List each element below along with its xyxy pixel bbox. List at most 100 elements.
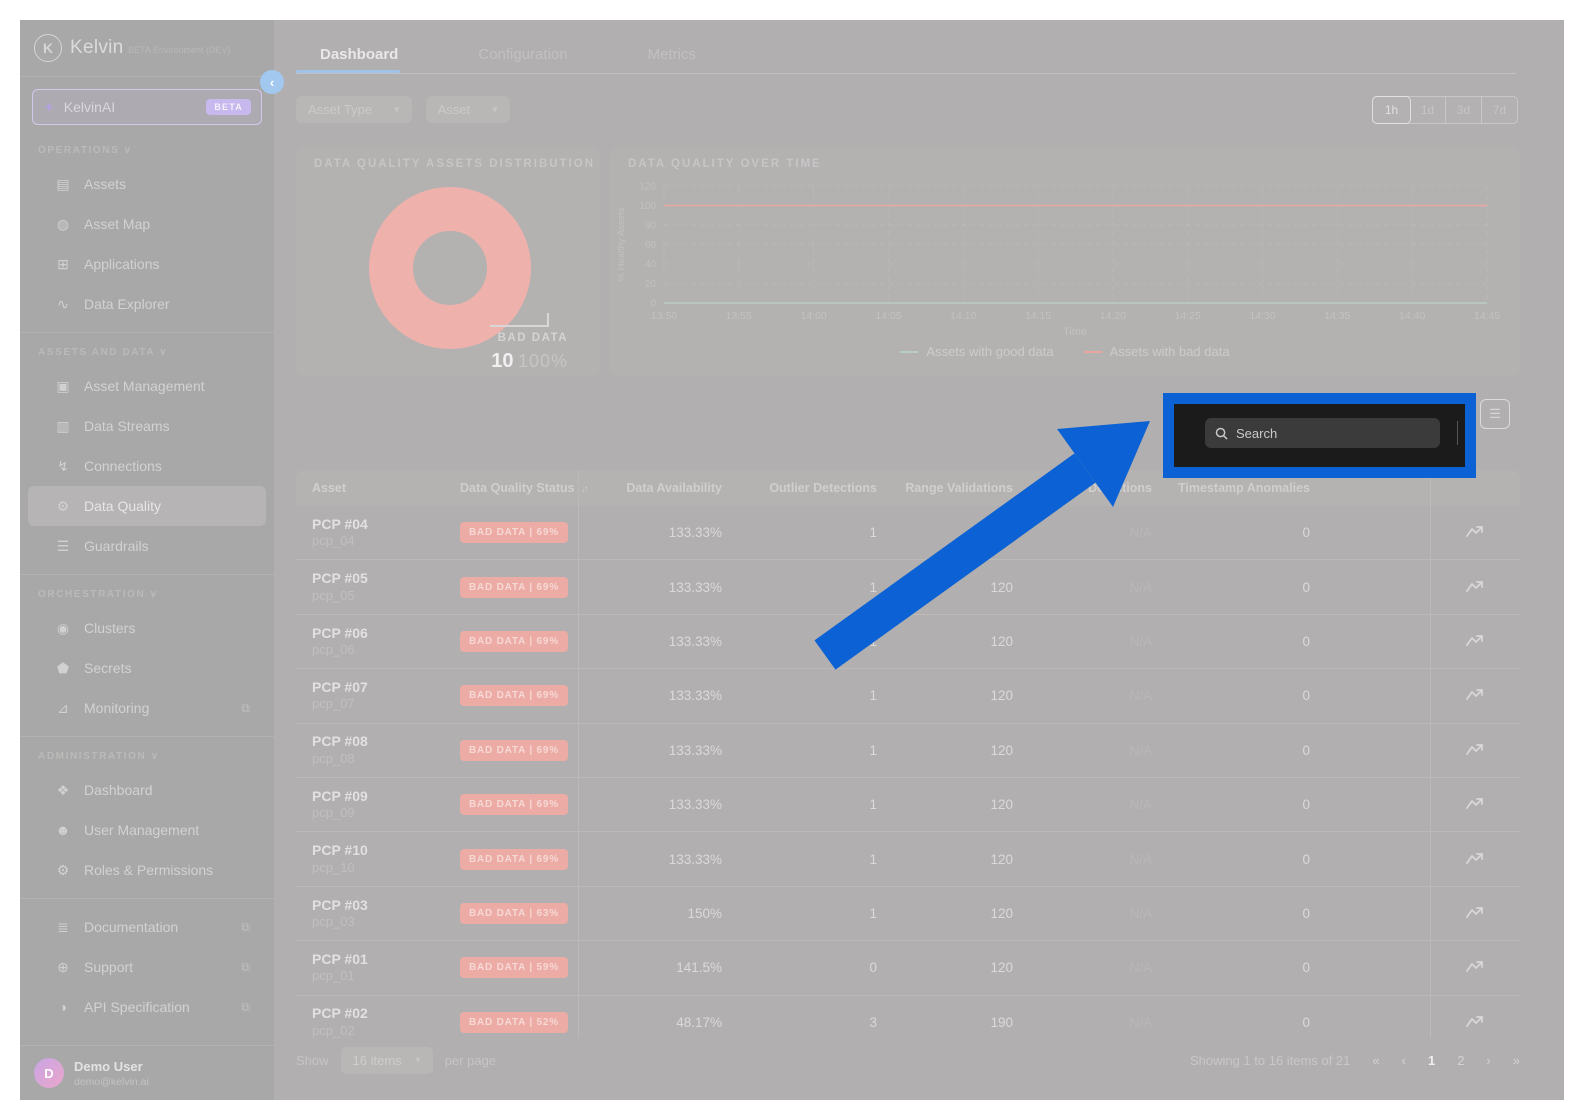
table-row-pcp_05[interactable]: PCP #05 pcp_05 BAD DATA | 69% 133.33% 1 120 N/… — [296, 559, 1520, 613]
sidebar-item-documentation[interactable]: ≣ Documentation ⧉ — [28, 907, 266, 947]
donut-chart — [369, 187, 531, 349]
table-row-pcp_01[interactable]: PCP #01 pcp_01 BAD DATA | 59% 141.5% 0 120 N/A… — [296, 940, 1520, 994]
table-row-pcp_08[interactable]: PCP #08 pcp_08 BAD DATA | 69% 133.33% 1 120 N/… — [296, 722, 1520, 777]
tab-dashboard[interactable]: Dashboard — [320, 46, 399, 63]
svg-text:60: 60 — [645, 240, 657, 251]
sidebar-item-data-streams[interactable]: ▥ Data Streams — [28, 406, 266, 446]
time-range-1d[interactable]: 1d — [1410, 97, 1446, 123]
column-header-range-validations[interactable]: Range Validations — [905, 481, 1013, 495]
table-row-pcp_02[interactable]: PCP #02 pcp_02 BAD DATA | 52% 48.17% 3 190 N/A… — [296, 994, 1520, 1038]
range-cell: 120 — [990, 851, 1013, 867]
legend-label: Assets with good data — [926, 344, 1054, 359]
page-2[interactable]: 2 — [1457, 1052, 1465, 1068]
card-view-toggle-button[interactable] — [1467, 418, 1476, 448]
row-action-button[interactable] — [1430, 524, 1520, 541]
table-row-pcp_03[interactable]: PCP #03 pcp_03 BAD DATA | 63% 150% 1 120 N/A 0 — [296, 885, 1520, 940]
row-action-button[interactable] — [1430, 851, 1520, 868]
asset-id: pcp_03 — [312, 914, 355, 930]
range-cell: 120 — [990, 633, 1013, 649]
row-action-button[interactable] — [1430, 742, 1520, 759]
environment-label: BETA Environment (DEV) — [128, 45, 231, 55]
column-header-outlier-detections[interactable]: Outlier Detections — [769, 481, 877, 495]
row-action-button[interactable] — [1430, 1014, 1520, 1031]
sidebar-item-guardrails[interactable]: ☰ Guardrails — [28, 526, 266, 566]
sidebar-item-api-specification[interactable]: ◑ API Specification ⧉ — [28, 987, 266, 1027]
sidebar-item-asset-map[interactable]: ◍ Asset Map — [28, 204, 266, 244]
outliers-cell: 1 — [869, 688, 877, 704]
sidebar-item-support[interactable]: ⊕ Support ⧉ — [28, 947, 266, 987]
sidebar-section-header-assets-and-data[interactable]: ASSETS AND DATA ∨ — [38, 347, 169, 358]
page-size-select[interactable]: 16 items ▾ — [340, 1046, 433, 1074]
sidebar-item-assets[interactable]: ▤ Assets — [28, 164, 266, 204]
time-range-1h[interactable]: 1h — [1372, 96, 1411, 124]
stale-cell: N/A — [1129, 797, 1152, 813]
filter-asset-type[interactable]: Asset Type ▾ — [296, 96, 412, 123]
sidebar-collapse-button[interactable]: ‹ — [260, 70, 284, 94]
last-page-icon[interactable]: » — [1512, 1052, 1520, 1068]
sidebar-item-kelvinai[interactable]: ✦ KelvinAI BETA — [32, 89, 262, 125]
sidebar-item-clusters[interactable]: ◉ Clusters — [28, 608, 266, 648]
table-row-pcp_07[interactable]: PCP #07 pcp_07 BAD DATA | 69% 133.33% 1 120 N/… — [296, 668, 1520, 722]
sidebar-item-user-management[interactable]: ☻ User Management — [28, 810, 266, 850]
sidebar-section-header-orchestration[interactable]: ORCHESTRATION ∨ — [38, 589, 159, 600]
availability-cell: 133.33% — [668, 797, 722, 813]
tab-configuration[interactable]: Configuration — [478, 46, 568, 63]
availability-cell: 48.17% — [676, 1014, 722, 1030]
sidebar-section-header-operations[interactable]: OPERATIONS ∨ — [38, 145, 133, 156]
status-badge: BAD DATA | 69% — [460, 739, 568, 761]
sidebar-item-asset-management[interactable]: ▣ Asset Management — [28, 366, 266, 406]
next-page-icon[interactable]: › — [1486, 1052, 1491, 1068]
status-cell: BAD DATA | 63% — [460, 902, 598, 924]
sidebar-item-connections[interactable]: ↯ Connections — [28, 446, 266, 486]
column-header-asset[interactable]: Asset — [312, 481, 347, 495]
section-chevron-icon: ∨ — [149, 589, 159, 600]
sidebar-section: ≣ Documentation ⧉ ⊕ Support ⧉ ◑ API Specificati… — [20, 898, 274, 1031]
row-action-button[interactable] — [1430, 905, 1520, 922]
status-cell: BAD DATA | 69% — [460, 739, 598, 761]
first-page-icon[interactable]: « — [1372, 1052, 1380, 1068]
search-input[interactable]: Search — [1205, 418, 1440, 448]
status-cell: BAD DATA | 69% — [460, 685, 598, 707]
outliers-cell: 1 — [869, 525, 877, 541]
page-1[interactable]: 1 — [1427, 1052, 1436, 1068]
external-link-icon: ⧉ — [241, 700, 250, 715]
sidebar-item-roles-permissions[interactable]: ⚙ Roles & Permissions — [28, 850, 266, 890]
sidebar-item-data-quality[interactable]: ⚙ Data Quality — [28, 486, 266, 526]
outliers-cell: 1 — [869, 851, 877, 867]
sidebar-item-dashboard[interactable]: ❖ Dashboard — [28, 770, 266, 810]
trend-action-icon — [1466, 1015, 1483, 1027]
sidebar-item-monitoring[interactable]: ⊿ Monitoring ⧉ — [28, 688, 266, 728]
bad-data-percent: 100% — [517, 351, 568, 371]
stale-cell: N/A — [1129, 742, 1152, 758]
sidebar-item-data-explorer[interactable]: ∿ Data Explorer — [28, 284, 266, 324]
stale-cell: N/A — [1129, 851, 1152, 867]
user-profile[interactable]: D Demo User demo@kelvin.ai — [20, 1045, 274, 1100]
filter-asset[interactable]: Asset ▾ — [425, 96, 510, 123]
row-action-button[interactable] — [1430, 687, 1520, 704]
table-row-pcp_09[interactable]: PCP #09 pcp_09 BAD DATA | 69% 133.33% 1 120 N/… — [296, 776, 1520, 831]
column-header-timestamp-anomalies[interactable]: Timestamp Anomalies — [1178, 481, 1310, 495]
column-header-data-quality-status[interactable]: Data Quality Status ↓↑ — [460, 481, 589, 495]
time-range-7d[interactable]: 7d — [1492, 103, 1507, 117]
row-action-button[interactable] — [1430, 796, 1520, 813]
chart-legend: Assets with good data Assets with bad dat… — [610, 344, 1520, 359]
user-email: demo@kelvin.ai — [74, 1075, 149, 1088]
table-row-pcp_04[interactable]: PCP #04 pcp_04 BAD DATA | 69% 133.33% 1 120 N/… — [296, 506, 1520, 559]
table-row-pcp_06[interactable]: PCP #06 pcp_06 BAD DATA | 69% 133.33% 1 120 N/… — [296, 613, 1520, 668]
tab-metrics[interactable]: Metrics — [647, 46, 696, 63]
filter-label: Asset Type — [308, 102, 373, 117]
row-action-button[interactable] — [1430, 579, 1520, 596]
column-header-data-availability[interactable]: Data Availability — [626, 481, 722, 495]
asset-cell: PCP #06 pcp_06 — [296, 625, 460, 659]
donut-slice-value: 10 100% — [388, 350, 568, 373]
time-range-3d[interactable]: 3d — [1446, 97, 1482, 123]
table-row-pcp_10[interactable]: PCP #10 pcp_10 BAD DATA | 69% 133.33% 1 120 N/… — [296, 831, 1520, 885]
sidebar-item-applications[interactable]: ⊞ Applications — [28, 244, 266, 284]
sidebar-section-header-administration[interactable]: ADMINISTRATION ∨ — [38, 751, 160, 762]
sidebar-item-secrets[interactable]: ⬟ Secrets — [28, 648, 266, 688]
list-view-toggle-button[interactable]: ☰ — [1480, 399, 1510, 429]
column-header-stale-detections[interactable]: Stale Detections — [1054, 481, 1152, 495]
row-action-button[interactable] — [1430, 959, 1520, 976]
prev-page-icon[interactable]: ‹ — [1401, 1052, 1406, 1068]
row-action-button[interactable] — [1430, 633, 1520, 650]
